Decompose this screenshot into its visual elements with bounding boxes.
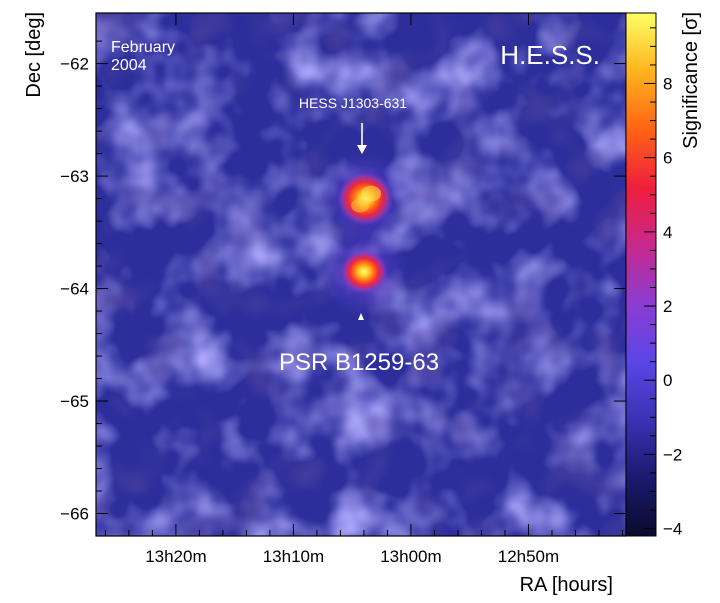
y-tick-label: −64 [60, 280, 89, 299]
annotations: February 2004 H.E.S.S. HESS J1303-631 PSR… [111, 39, 600, 376]
source-arrow-icon [357, 123, 367, 154]
x-tick-label: 13h00m [380, 547, 441, 566]
colorbar: −4 −2 0 2 4 6 8 Significance [σ] [625, 12, 702, 539]
colorbar-label: Significance [σ] [680, 12, 702, 149]
colorbar-tick-label: −4 [663, 520, 682, 539]
colorbar-tick-label: 8 [663, 74, 672, 93]
x-axis-label: RA [hours] [520, 574, 613, 596]
pulsar-marker-icon [358, 313, 364, 320]
experiment-label: H.E.S.S. [500, 40, 600, 70]
y-axis: −62 −63 −64 −65 −66 [60, 40, 626, 524]
colorbar-tick-label: 4 [663, 223, 672, 242]
y-tick-label: −66 [60, 505, 89, 524]
colorbar-tick-label: 0 [663, 371, 672, 390]
colorbar-tick-label: −2 [663, 445, 682, 464]
colorbar-ticks: −4 −2 0 2 4 6 8 [644, 27, 682, 539]
date-annotation-line: February [111, 39, 175, 56]
colorbar-tick-label: 6 [663, 149, 672, 168]
source-arrow-label: HESS J1303-631 [299, 95, 407, 111]
sources-layer [319, 152, 410, 318]
colorbar-tick-label: 2 [663, 297, 672, 316]
source-hotspot [339, 249, 388, 294]
x-axis: 13h20m 13h10m 13h00m 12h50m [104, 13, 623, 566]
date-annotation: February 2004 [111, 39, 175, 74]
y-tick-label: −63 [60, 167, 89, 186]
x-tick-label: 12h50m [498, 547, 559, 566]
y-axis-label: Dec [deg] [23, 12, 45, 98]
y-tick-label: −65 [60, 392, 89, 411]
x-tick-label: 13h20m [145, 547, 206, 566]
source-hotspot-core [361, 185, 382, 202]
date-annotation-line: 2004 [111, 57, 147, 74]
pulsar-label: PSR B1259-63 [279, 349, 439, 376]
source-hotspot-core [351, 198, 370, 213]
y-tick-label: −62 [60, 55, 89, 74]
colorbar-gradient [625, 12, 657, 537]
x-tick-label: 13h10m [263, 547, 324, 566]
heatmap-area [96, 13, 626, 536]
